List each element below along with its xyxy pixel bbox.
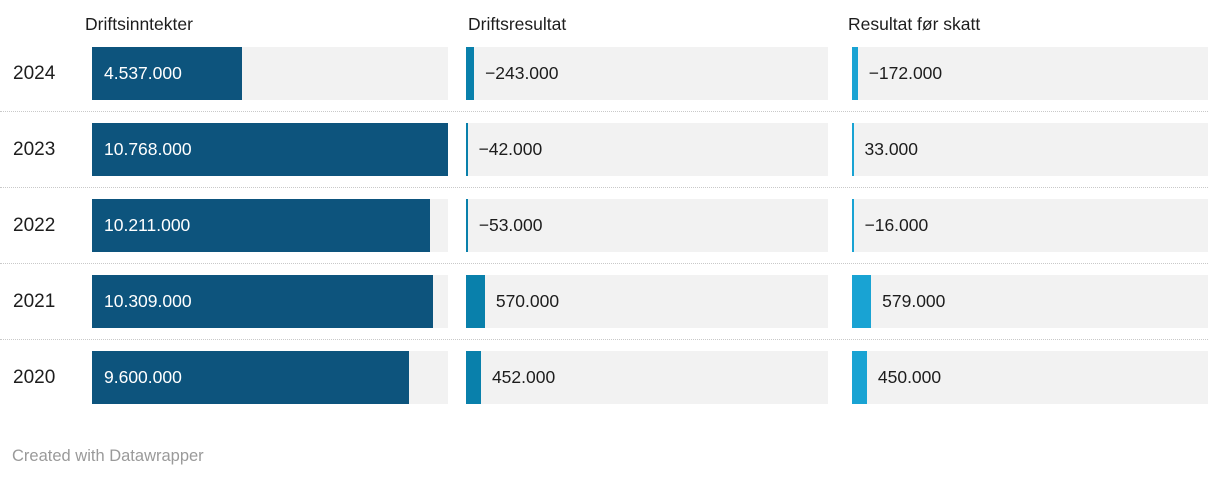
bar-value-label: 4.537.000 bbox=[104, 63, 182, 83]
row-label-year: 2021 bbox=[13, 291, 56, 312]
bar-track: −42.000 bbox=[466, 123, 828, 176]
bar bbox=[852, 47, 858, 100]
row-separator bbox=[0, 339, 1208, 340]
bar-value-label: 33.000 bbox=[864, 139, 919, 159]
bar bbox=[92, 199, 430, 252]
bar bbox=[466, 47, 475, 100]
bar bbox=[852, 275, 872, 328]
bar-track: −243.000 bbox=[466, 47, 828, 100]
bar-track: −172.000 bbox=[852, 47, 1208, 100]
bar-value-label: 450.000 bbox=[877, 367, 942, 387]
row-label-year: 2023 bbox=[13, 139, 56, 160]
datawrapper-attribution[interactable]: Created with Datawrapper bbox=[12, 447, 204, 465]
bar bbox=[466, 351, 481, 404]
row-label-year: 2022 bbox=[13, 215, 56, 236]
bar-value-label: 452.000 bbox=[491, 367, 556, 387]
bar-value-label: 10.211.000 bbox=[104, 215, 191, 235]
bar-track: 10.309.000 bbox=[92, 275, 448, 328]
bar-track: 4.537.000 bbox=[92, 47, 448, 100]
bar-track: 10.211.000 bbox=[92, 199, 448, 252]
bar bbox=[852, 123, 854, 176]
bar bbox=[92, 275, 433, 328]
bar-value-label: 579.000 bbox=[882, 291, 946, 311]
bar-value-label: −42.000 bbox=[478, 139, 543, 159]
bar bbox=[92, 47, 242, 100]
bar-track: 452.000 bbox=[466, 351, 828, 404]
bar-value-label: −16.000 bbox=[864, 215, 929, 235]
bar-track: 10.768.000 bbox=[92, 123, 448, 176]
row-label-year: 2020 bbox=[13, 367, 56, 388]
bar bbox=[466, 275, 485, 328]
bar-track: −16.000 bbox=[852, 199, 1208, 252]
bar-track: 450.000 bbox=[852, 351, 1208, 404]
bar bbox=[92, 351, 410, 404]
bar-value-label: 10.309.000 bbox=[104, 291, 192, 311]
bar-track: 9.600.000 bbox=[92, 351, 448, 404]
bar-track: 570.000 bbox=[466, 275, 828, 328]
column-header-2: Driftsresultat bbox=[468, 14, 567, 34]
bar-track: 579.000 bbox=[852, 275, 1208, 328]
bar bbox=[92, 123, 448, 176]
bar bbox=[852, 351, 867, 404]
bar-track: −53.000 bbox=[466, 199, 828, 252]
row-separator bbox=[0, 187, 1208, 188]
bar-value-label: 570.000 bbox=[495, 291, 560, 311]
bar-value-label: 10.768.000 bbox=[104, 139, 192, 159]
row-label-year: 2024 bbox=[13, 63, 56, 84]
row-separator bbox=[0, 263, 1208, 264]
bar-track: 33.000 bbox=[852, 123, 1208, 176]
bar bbox=[466, 199, 468, 252]
bar-value-label: −243.000 bbox=[485, 63, 559, 83]
column-header-1: Driftsinntekter bbox=[85, 14, 193, 34]
column-header-3: Resultat før skatt bbox=[848, 14, 981, 34]
bar bbox=[466, 123, 468, 176]
bar bbox=[852, 199, 854, 252]
bar-value-label: −172.000 bbox=[868, 63, 943, 83]
row-separator bbox=[0, 111, 1208, 112]
bar-value-label: 9.600.000 bbox=[104, 367, 182, 387]
bar-value-label: −53.000 bbox=[478, 215, 543, 235]
